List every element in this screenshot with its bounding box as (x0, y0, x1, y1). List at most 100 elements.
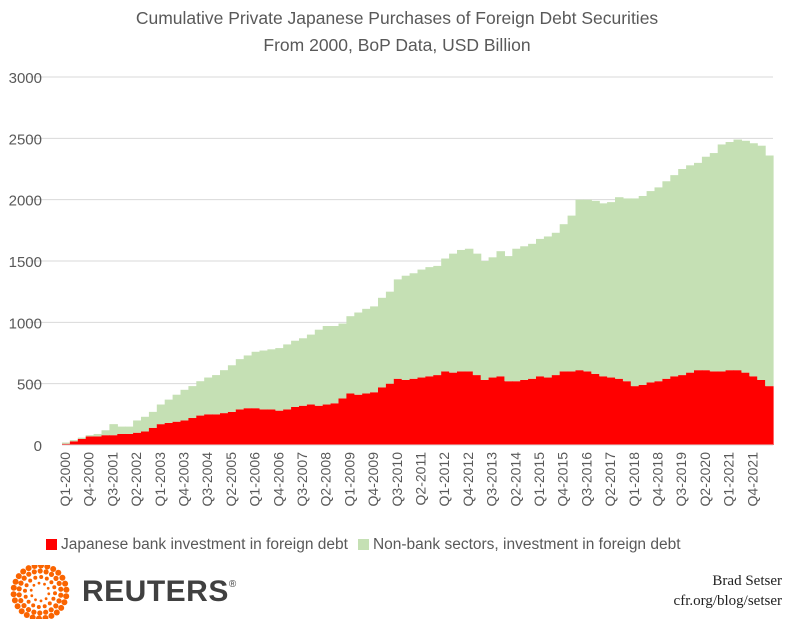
bar-bank (204, 414, 213, 445)
bar-bank (220, 413, 229, 445)
logo-dot (63, 593, 69, 599)
logo-dot (38, 568, 43, 573)
x-tick-label: Q4-2021 (744, 452, 760, 507)
logo-dot (39, 575, 43, 579)
bar-nonbank (655, 187, 664, 381)
bar-bank (188, 418, 197, 445)
bar-bank (244, 408, 253, 445)
bar-bank (86, 436, 95, 445)
logo-dot (30, 594, 33, 597)
bar-nonbank (410, 273, 419, 378)
logo-dot (11, 585, 17, 591)
x-tick-label: Q3-2016 (578, 452, 594, 507)
x-tick-label: Q2-2008 (318, 452, 334, 507)
bar-nonbank (694, 163, 703, 370)
x-tick-label: Q3-2013 (484, 452, 500, 507)
bar-bank (378, 387, 387, 445)
logo-dot (47, 587, 50, 590)
bar-nonbank (94, 434, 103, 436)
bar-bank (528, 379, 537, 445)
bar-bank (315, 406, 324, 445)
logo-dot (12, 597, 18, 603)
bar-nonbank (757, 146, 766, 380)
x-tick-label: Q2-2011 (412, 452, 428, 506)
logo-dot (31, 603, 35, 607)
bar-nonbank (520, 246, 529, 380)
bar-nonbank (702, 157, 711, 370)
bar-bank (560, 371, 569, 445)
bar-bank (765, 386, 774, 445)
legend-item-bank: Japanese bank investment in foreign debt (46, 536, 348, 554)
logo-dot (50, 566, 56, 572)
logo-dot (33, 576, 37, 580)
logo-dot (56, 598, 61, 603)
bar-nonbank (228, 365, 237, 412)
bar-bank (299, 406, 308, 445)
logo-dot (44, 565, 50, 570)
bar-bank (465, 371, 474, 445)
logo-dot (48, 601, 52, 605)
bar-nonbank (394, 279, 403, 378)
x-tick-label: Q4-2000 (81, 452, 97, 507)
bar-nonbank (749, 143, 758, 376)
bar-bank (536, 376, 545, 445)
logo-dot (52, 585, 56, 589)
bar-bank (433, 375, 442, 445)
bar-nonbank (591, 201, 600, 374)
bar-nonbank (346, 316, 355, 393)
logo-dot (57, 581, 62, 586)
bar-nonbank (449, 254, 458, 373)
logo-dot (11, 591, 17, 597)
x-tick-label: Q1-2009 (341, 452, 357, 507)
logo-dot (61, 599, 67, 605)
reuters-dots-icon (10, 565, 70, 619)
bar-nonbank (78, 438, 87, 439)
bar-nonbank (441, 259, 450, 372)
reuters-wordmark: REUTERS® (82, 575, 237, 609)
bar-nonbank (291, 341, 300, 407)
bar-bank (94, 436, 103, 445)
bar-nonbank (433, 266, 442, 375)
x-tick-label: Q2-2020 (697, 452, 713, 507)
bar-bank (260, 409, 269, 445)
x-tick-label: Q4-2006 (270, 452, 286, 507)
bar-nonbank (497, 251, 506, 376)
bar-nonbank (489, 257, 498, 377)
bar-bank (583, 371, 592, 445)
logo-dot (18, 598, 23, 603)
x-tick-label: Q2-2005 (223, 452, 239, 507)
logo-dot (47, 592, 50, 595)
logo-dot (19, 608, 25, 614)
bar-bank (631, 386, 640, 445)
bar-nonbank (62, 443, 71, 444)
bar-nonbank (102, 430, 111, 435)
bar-bank (512, 381, 521, 445)
bar-bank (702, 370, 711, 445)
bar-bank (591, 374, 600, 445)
bar-bank (402, 380, 411, 445)
bar-nonbank (504, 256, 513, 381)
bar-bank (607, 378, 616, 445)
bar-bank (718, 371, 727, 445)
bar-bank (394, 379, 403, 445)
bar-nonbank (583, 200, 592, 372)
bar-bank (228, 412, 237, 445)
logo-dot (18, 581, 23, 586)
bar-bank (694, 370, 703, 445)
bar-nonbank (686, 165, 695, 372)
bar-bank (141, 432, 150, 445)
bar-nonbank (726, 142, 735, 370)
bar-nonbank (568, 216, 577, 372)
bar-bank (615, 379, 624, 445)
bar-bank (307, 405, 316, 445)
logo-dot (43, 610, 48, 615)
bar-bank (149, 428, 158, 445)
logo-dot (34, 598, 37, 601)
bar-bank (497, 376, 506, 445)
bar-nonbank (741, 141, 750, 373)
bar-bank (339, 398, 348, 445)
bar-nonbank (109, 424, 118, 435)
bar-nonbank (133, 420, 142, 432)
x-tick-label: Q1-2012 (436, 452, 452, 507)
x-tick-label: Q1-2000 (57, 452, 73, 507)
